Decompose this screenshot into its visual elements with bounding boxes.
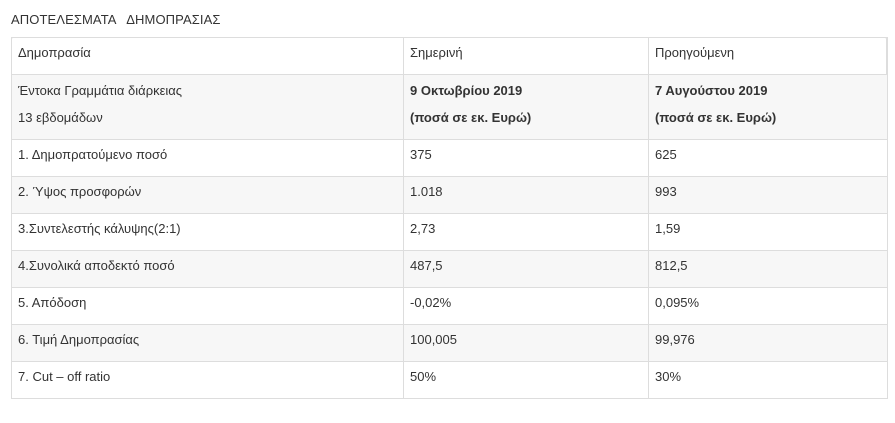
row-current: 1.018 (403, 176, 649, 214)
row-label: 7. Cut – off ratio (11, 361, 404, 399)
instrument-current: 9 Οκτωβρίου 2019 (ποσά σε εκ. Ευρώ) (403, 74, 649, 140)
row-current: 100,005 (403, 324, 649, 362)
results-panel: Δημοπρασία Σημερινή Προηγούμενη Έντοκα Γ… (11, 37, 888, 399)
row-label: 1. Δημοπρατούμενο ποσό (11, 139, 404, 177)
row-label: 2. Ύψος προσφορών (11, 176, 404, 214)
row-previous: 99,976 (648, 324, 888, 362)
row-label: 3.Συντελεστής κάλυψης(2:1) (11, 213, 404, 251)
table-row: 7. Cut – off ratio 50% 30% (11, 361, 888, 399)
instrument-label-line2: 13 εβδομάδων (18, 110, 103, 125)
instrument-row: Έντοκα Γραμμάτια διάρκειας 13 εβδομάδων … (11, 74, 888, 140)
row-previous: 812,5 (648, 250, 888, 288)
row-current: 487,5 (403, 250, 649, 288)
page-title: ΑΠΟΤΕΛΕΣΜΑΤΑ ΔΗΜΟΠΡΑΣΙΑΣ (11, 12, 221, 27)
row-current: 50% (403, 361, 649, 399)
row-previous: 0,095% (648, 287, 888, 325)
row-previous: 1,59 (648, 213, 888, 251)
header-auction: Δημοπρασία (11, 37, 404, 75)
table-row: 5. Απόδοση -0,02% 0,095% (11, 287, 888, 325)
table-row: 3.Συντελεστής κάλυψης(2:1) 2,73 1,59 (11, 213, 888, 251)
current-unit: (ποσά σε εκ. Ευρώ) (410, 110, 532, 125)
instrument-label: Έντοκα Γραμμάτια διάρκειας 13 εβδομάδων (11, 74, 404, 140)
header-current: Σημερινή (403, 37, 649, 75)
row-label: 6. Τιμή Δημοπρασίας (11, 324, 404, 362)
table-row: 6. Τιμή Δημοπρασίας 100,005 99,976 (11, 324, 888, 362)
table-row: 4.Συνολικά αποδεκτό ποσό 487,5 812,5 (11, 250, 888, 288)
row-previous: 625 (648, 139, 888, 177)
previous-date: 7 Αυγούστου 2019 (655, 83, 768, 98)
row-current: 375 (403, 139, 649, 177)
auction-results-table: Δημοπρασία Σημερινή Προηγούμενη Έντοκα Γ… (11, 37, 888, 399)
row-current: -0,02% (403, 287, 649, 325)
current-date: 9 Οκτωβρίου 2019 (410, 83, 523, 98)
table-header-row: Δημοπρασία Σημερινή Προηγούμενη (11, 37, 888, 75)
table-row: 1. Δημοπρατούμενο ποσό 375 625 (11, 139, 888, 177)
header-previous: Προηγούμενη (648, 37, 888, 75)
instrument-previous: 7 Αυγούστου 2019 (ποσά σε εκ. Ευρώ) (648, 74, 888, 140)
row-label: 5. Απόδοση (11, 287, 404, 325)
instrument-label-line1: Έντοκα Γραμμάτια διάρκειας (18, 83, 183, 98)
row-previous: 30% (648, 361, 888, 399)
previous-unit: (ποσά σε εκ. Ευρώ) (655, 110, 777, 125)
row-label: 4.Συνολικά αποδεκτό ποσό (11, 250, 404, 288)
table-row: 2. Ύψος προσφορών 1.018 993 (11, 176, 888, 214)
row-previous: 993 (648, 176, 888, 214)
row-current: 2,73 (403, 213, 649, 251)
